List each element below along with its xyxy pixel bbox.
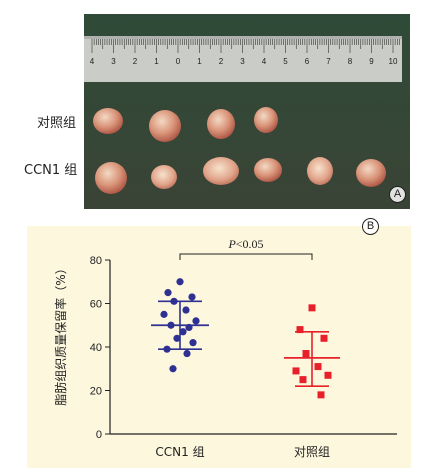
row-label-ccn1: CCN1 组 xyxy=(24,163,78,178)
data-point xyxy=(176,278,184,286)
series-group xyxy=(151,278,209,373)
tumor-photo-panel: 4 3 2 1 0 1 2 3 4 5 6 7 8 9 10 xyxy=(84,14,410,209)
tumor xyxy=(95,162,127,194)
data-point xyxy=(192,317,200,325)
ccn1-tumors xyxy=(95,157,386,194)
y-tick-label: 20 xyxy=(90,386,102,398)
ruler-number: 1 xyxy=(197,57,202,66)
x-tick-labels: CCN1 组 对照组 xyxy=(155,445,330,459)
panel-letter-b: B xyxy=(362,218,379,235)
ruler-edge xyxy=(84,36,402,39)
data-point xyxy=(314,363,322,371)
tumor xyxy=(149,110,181,142)
tumor xyxy=(254,158,282,182)
data-point xyxy=(182,306,190,314)
series-group xyxy=(284,304,340,399)
y-tick-labels: 0 20 40 60 80 xyxy=(90,255,102,441)
ruler-number: 4 xyxy=(262,57,267,66)
data-point xyxy=(169,365,177,373)
row-label-control: 对照组 xyxy=(37,116,77,131)
data-point xyxy=(170,297,178,305)
data-point xyxy=(299,376,307,384)
data-point xyxy=(163,345,171,353)
y-tick-label: 40 xyxy=(90,342,102,354)
y-tick-label: 80 xyxy=(90,255,102,267)
data-point xyxy=(188,293,196,301)
dot-plot-panel: 0 20 40 60 80 脂肪组织质量保留率（%） P<0.05 CCN1 组 对照组 xyxy=(27,226,411,468)
ruler-number: 2 xyxy=(133,57,138,66)
data-point xyxy=(183,349,191,358)
ruler-ticks xyxy=(91,39,400,53)
data-point xyxy=(320,334,328,342)
data-point xyxy=(296,326,304,334)
ruler-number: 9 xyxy=(369,57,374,66)
data-point xyxy=(189,339,197,347)
tumor xyxy=(356,159,386,187)
tumor xyxy=(307,157,333,185)
series-marks xyxy=(151,278,340,399)
data-point xyxy=(160,310,168,318)
ruler-number: 6 xyxy=(305,57,310,66)
ruler-number: 0 xyxy=(176,57,181,66)
y-tick-label: 60 xyxy=(90,299,102,311)
ruler-number: 3 xyxy=(240,57,245,66)
ruler-number: 2 xyxy=(219,57,224,66)
tumor xyxy=(151,165,177,189)
data-point xyxy=(324,371,332,379)
dot-plot: 0 20 40 60 80 脂肪组织质量保留率（%） P<0.05 CCN1 组 对照组 xyxy=(53,237,397,459)
data-point xyxy=(292,367,300,375)
significance-line xyxy=(179,253,313,260)
data-point xyxy=(164,289,172,297)
ruler-number: 8 xyxy=(348,57,353,66)
axes xyxy=(105,259,397,435)
tumor-photo: 4 3 2 1 0 1 2 3 4 5 6 7 8 9 10 xyxy=(84,14,410,209)
tumor xyxy=(254,107,278,133)
x-tick-label: 对照组 xyxy=(294,445,330,459)
data-point xyxy=(185,323,193,332)
significance-bracket xyxy=(179,253,313,260)
ruler-number: 3 xyxy=(111,57,116,66)
significance-label: P<0.05 xyxy=(227,237,263,251)
tumor xyxy=(93,108,123,134)
ruler-number: 7 xyxy=(326,57,331,66)
tumor xyxy=(203,157,239,185)
ruler-numbers: 4 3 2 1 0 1 2 3 4 5 6 7 8 9 10 xyxy=(90,57,398,66)
data-point xyxy=(167,321,175,329)
y-tick-label: 0 xyxy=(96,429,102,441)
data-point xyxy=(179,328,187,336)
control-tumors xyxy=(93,107,278,142)
x-tick-label: CCN1 组 xyxy=(155,445,204,459)
data-point xyxy=(308,304,316,312)
data-point xyxy=(317,391,325,399)
data-point xyxy=(302,350,310,358)
ruler-number: 10 xyxy=(389,57,398,66)
tumor xyxy=(207,109,235,139)
data-point xyxy=(173,334,181,342)
y-axis-label: 脂肪组织质量保留率（%） xyxy=(53,262,68,405)
ruler-number: 1 xyxy=(154,57,159,66)
panel-letter-a: A xyxy=(389,186,406,203)
ruler-number: 4 xyxy=(90,57,95,66)
ruler-number: 5 xyxy=(283,57,288,66)
